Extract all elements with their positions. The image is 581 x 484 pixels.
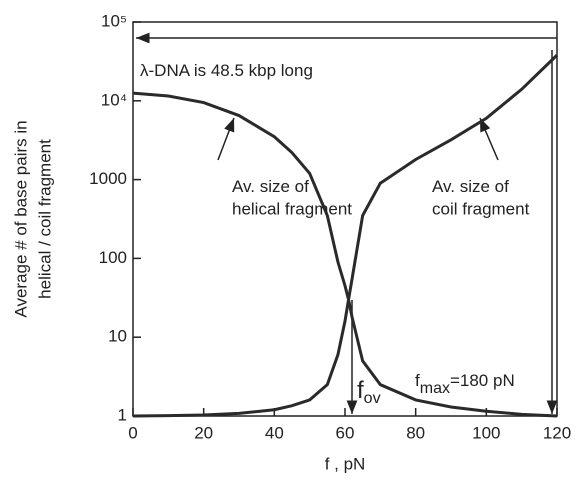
annotation: coil fragment [432, 199, 530, 218]
x-tick-label: 60 [336, 423, 355, 442]
annotation-text: λ-DNA is 48.5 kbp long [140, 61, 313, 80]
y-tick-label: 10⁴ [101, 90, 127, 109]
series-line [132, 91, 558, 418]
x-tick-label: 100 [472, 423, 500, 442]
x-tick-label: 120 [543, 423, 571, 442]
annotation-text: Av. size of [232, 177, 309, 196]
y-tick-label: 100 [99, 248, 127, 267]
y-tick-label: 1 [118, 405, 127, 424]
annotation-text: f [415, 371, 420, 390]
annotation: fov [357, 377, 381, 407]
x-tick-label: 0 [128, 423, 137, 442]
coil-pointer [479, 117, 499, 161]
annotation: fmax=180 pN [415, 371, 515, 397]
y-tick-label: 10⁵ [101, 11, 127, 30]
x-tick-label: 20 [194, 423, 213, 442]
helical-pointer [217, 117, 235, 161]
x-tick-label: 40 [265, 423, 284, 442]
series-line [132, 54, 559, 418]
annotation-text: Av. size of [432, 177, 509, 196]
annotation-sub: ov [364, 390, 381, 407]
annotation: Av. size of [432, 177, 509, 196]
y-tick-label: 1000 [89, 169, 127, 188]
annotation: helical fragment [232, 199, 352, 218]
x-axis-label: f , pN [325, 454, 366, 473]
annotation-rest: =180 pN [450, 371, 515, 390]
annotation-text: f [357, 377, 364, 404]
y-axis-label: helical / coil fragment [35, 139, 54, 299]
annotation: Av. size of [232, 177, 309, 196]
x-tick-label: 80 [406, 423, 425, 442]
y-tick-label: 10 [108, 327, 127, 346]
plot-frame [132, 21, 558, 417]
annotation: λ-DNA is 48.5 kbp long [140, 61, 313, 80]
y-axis-label: Average # of base pairs in [11, 120, 30, 317]
annotation-sub: max [420, 380, 450, 397]
